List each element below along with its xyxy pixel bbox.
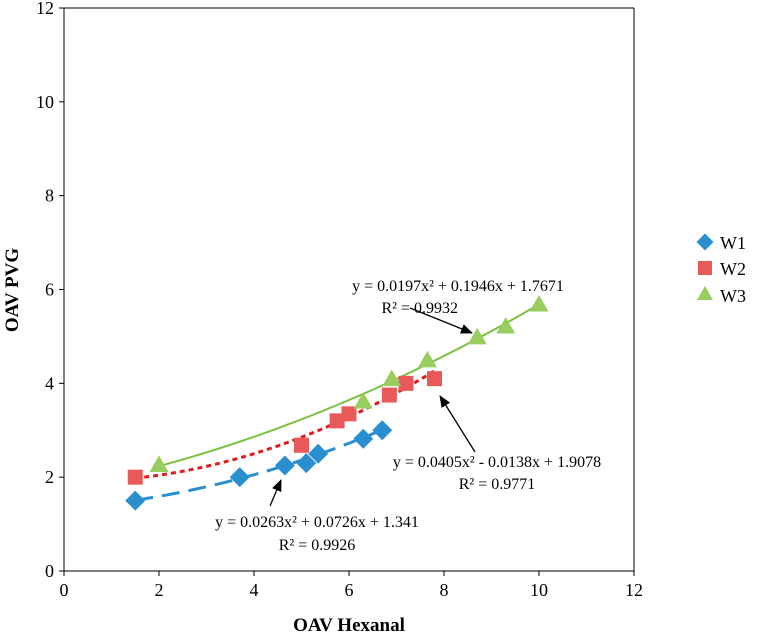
w3-point [417, 350, 437, 368]
w3-point [529, 294, 549, 312]
y-tick-label: 2 [45, 467, 54, 487]
w3-point [353, 392, 373, 409]
w3-r2-label: R² = 0.9932 [382, 300, 459, 317]
w2-point [341, 406, 357, 422]
x-tick-label: 0 [60, 580, 69, 600]
w3-equation-label: y = 0.0197x² + 0.1946x + 1.7671 [352, 278, 564, 295]
w2-point [398, 375, 414, 391]
legend-w2-label: W2 [720, 259, 746, 279]
w1-trendline [135, 428, 383, 502]
x-tick-label: 6 [345, 580, 354, 600]
w2-point [294, 437, 309, 453]
y-tick-label: 10 [36, 92, 54, 112]
x-axis-title: OAV Hexanal [293, 615, 405, 636]
legend-w3-label: W3 [720, 286, 746, 306]
y-axis-title: OAV PVG [2, 248, 23, 333]
w2-point [329, 413, 345, 429]
y-tick-label: 12 [36, 0, 54, 18]
w1-point [125, 490, 146, 511]
w2-point [427, 371, 442, 387]
w3-point [382, 369, 402, 387]
x-tick-label: 8 [440, 580, 449, 600]
w1-equation-arrow [269, 479, 282, 507]
w2-r2-label: R² = 0.9771 [459, 476, 536, 493]
x-tick-label: 12 [625, 580, 643, 600]
w1-r2-label: R² = 0.9926 [279, 537, 356, 554]
y-tick-label: 0 [45, 561, 54, 581]
w3-point [496, 317, 516, 334]
legend-w1-label: W1 [720, 233, 746, 253]
legend: W1 W2 W3 [696, 233, 746, 306]
legend-w1-swatch [696, 233, 714, 251]
legend-w2-swatch [698, 261, 712, 275]
w3-point [149, 455, 169, 472]
x-tick-label: 10 [530, 580, 548, 600]
x-tick-label: 4 [250, 580, 259, 600]
w1-point [353, 428, 374, 449]
w1-point [229, 467, 250, 488]
y-tick-label: 6 [45, 280, 54, 300]
y-tick-label: 8 [45, 186, 54, 206]
w2-point [381, 387, 397, 403]
w3-equation-arrow [409, 307, 473, 334]
w1-point [296, 453, 317, 474]
w1-point [308, 443, 329, 464]
w2-point [127, 469, 143, 485]
w2-equation-arrow [439, 395, 476, 453]
w1-equation-label: y = 0.0263x² + 0.0726x + 1.341 [215, 514, 419, 531]
w3-point [467, 327, 487, 345]
w1-point [274, 455, 295, 476]
w2-equation-label: y = 0.0405x² - 0.0138x + 1.9078 [393, 454, 601, 471]
y-tick-label: 4 [45, 373, 54, 393]
legend-w3-swatch [697, 286, 713, 300]
x-tick-label: 2 [155, 580, 164, 600]
w1-point [372, 420, 393, 441]
